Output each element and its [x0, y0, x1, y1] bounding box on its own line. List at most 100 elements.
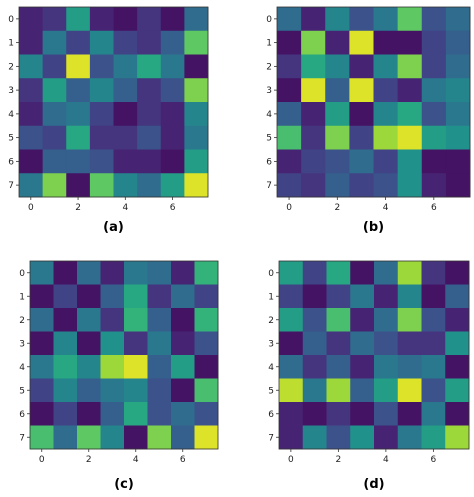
- heatmap-cell-r4-c1: [42, 102, 67, 127]
- heatmap-cell-r4-c5: [137, 102, 162, 127]
- heatmap-cell-r2-c4: [113, 54, 138, 79]
- heatmap-cell-r7-c5: [397, 425, 422, 450]
- heatmap-cell-r1-c3: [89, 30, 114, 55]
- heatmap-cell-r7-c7: [445, 425, 470, 450]
- heatmap-cell-r2-c0: [30, 308, 54, 332]
- heatmap-cell-r2-c4: [373, 54, 399, 79]
- heatmap-cell-r6-c2: [325, 149, 350, 174]
- heatmap-cell-r1-c0: [277, 30, 302, 55]
- heatmap-cell-r5-c1: [302, 378, 327, 403]
- heatmap-cell-r6-c1: [302, 402, 327, 426]
- heatmap-cell-r0-c3: [89, 7, 114, 32]
- y-tick-label: 1: [266, 39, 272, 49]
- heatmap-cell-r2-c1: [302, 308, 327, 332]
- heatmap-cell-r0-c6: [171, 261, 195, 285]
- heatmap-cell-r6-c1: [53, 402, 78, 426]
- y-tick-label: 7: [266, 181, 272, 191]
- y-tick-label: 4: [268, 363, 274, 373]
- heatmap-cell-r4-c4: [373, 102, 399, 127]
- heatmap-cell-r0-c4: [373, 7, 399, 32]
- heatmap-cell-r2-c7: [445, 308, 470, 332]
- x-tick-label: 4: [133, 455, 139, 465]
- heatmap-cell-r7-c7: [184, 173, 209, 198]
- heatmap-cell-r4-c0: [277, 102, 302, 127]
- heatmap-cell-r5-c5: [147, 378, 172, 403]
- heatmap-cell-r1-c7: [184, 30, 209, 55]
- heatmap-cell-r1-c6: [160, 30, 185, 55]
- heatmap-cell-r4-c4: [124, 355, 148, 379]
- heatmap-cell-r1-c3: [350, 284, 375, 309]
- heatmap-cell-r1-c7: [194, 284, 219, 309]
- heatmap-cell-r4-c5: [147, 355, 172, 379]
- heatmap-cell-r7-c2: [326, 425, 351, 450]
- heatmap-cell-r4-c3: [350, 355, 375, 379]
- heatmap-cell-r3-c4: [374, 331, 399, 356]
- y-tick-label: 0: [266, 15, 272, 25]
- heatmap-cell-r6-c0: [19, 149, 44, 174]
- heatmap-cell-r0-c0: [19, 7, 44, 32]
- heatmap-cell-r3-c0: [279, 331, 304, 356]
- heatmap-cell-r7-c5: [397, 173, 423, 198]
- heatmap-cell-r7-c3: [349, 173, 374, 198]
- heatmap-cell-r6-c3: [350, 402, 375, 426]
- heatmap-cell-r5-c4: [374, 378, 399, 403]
- heatmap-cell-r2-c5: [137, 54, 162, 79]
- heatmap-cell-r6-c0: [30, 402, 54, 426]
- heatmap-cell-r0-c6: [160, 7, 185, 32]
- panel-caption: (c): [114, 477, 134, 492]
- heatmap-cell-r1-c1: [302, 284, 327, 309]
- heatmap-cell-r1-c3: [100, 284, 125, 309]
- heatmap-cell-r1-c6: [171, 284, 195, 309]
- heatmap-cell-r4-c0: [279, 355, 304, 379]
- heatmap-cell-r7-c0: [30, 425, 54, 450]
- heatmap-cell-r5-c4: [124, 378, 148, 403]
- heatmap-cell-r0-c7: [445, 261, 470, 285]
- heatmap-panel-c: 0 1 2 3 4 5 6 7 0 2 4 6 (c): [19, 260, 219, 492]
- y-tick-label: 4: [266, 110, 272, 120]
- heatmap-cell-r5-c3: [100, 378, 125, 403]
- heatmap-cell-r1-c4: [374, 284, 399, 309]
- heatmap-cell-r2-c2: [66, 54, 91, 79]
- y-tick-label: 0: [19, 269, 25, 279]
- x-tick-label: 0: [39, 455, 45, 465]
- heatmap-cell-r5-c0: [277, 125, 302, 150]
- heatmap-cell-r0-c5: [137, 7, 162, 32]
- heatmap-cell-r2-c7: [445, 54, 471, 79]
- panel-caption: (d): [363, 477, 384, 492]
- plot-frame: [18, 6, 209, 198]
- heatmap-cell-r5-c6: [160, 125, 185, 150]
- heatmap-cell-r5-c0: [30, 378, 54, 403]
- heatmap-cell-r6-c0: [279, 402, 304, 426]
- heatmap-cell-r6-c5: [397, 149, 423, 174]
- heatmap-cell-r6-c2: [77, 402, 101, 426]
- heatmap-cell-r7-c6: [171, 425, 195, 450]
- heatmap-cell-r4-c5: [397, 102, 423, 127]
- heatmap-cell-r0-c2: [325, 7, 350, 32]
- heatmap-cell-r0-c1: [302, 261, 327, 285]
- heatmap-cell-r0-c2: [77, 261, 101, 285]
- heatmap-cell-r2-c7: [194, 308, 219, 332]
- heatmap-cell-r2-c6: [421, 308, 446, 332]
- x-tick-label: 6: [170, 203, 176, 213]
- heatmap-cell-r4-c0: [19, 102, 44, 127]
- heatmap-cell-r4-c4: [113, 102, 138, 127]
- x-tick-label: 4: [122, 203, 128, 213]
- y-tick-label: 1: [268, 292, 274, 302]
- heatmap-cell-r4-c2: [325, 102, 350, 127]
- y-tick-label: 2: [266, 62, 272, 72]
- heatmap-cell-r4-c5: [397, 355, 422, 379]
- heatmap-cell-r1-c1: [301, 30, 326, 55]
- heatmap-cell-r2-c2: [325, 54, 350, 79]
- heatmap-cell-r3-c2: [326, 331, 351, 356]
- heatmap-cell-r6-c1: [42, 149, 67, 174]
- heatmap-cell-r0-c0: [30, 261, 54, 285]
- heatmap-cell-r5-c5: [137, 125, 162, 150]
- heatmap-cell-r4-c3: [89, 102, 114, 127]
- heatmap-cell-r5-c1: [53, 378, 78, 403]
- heatmap-cell-r3-c0: [30, 331, 54, 356]
- heatmap-cell-r6-c4: [124, 402, 148, 426]
- heatmap-cell-r7-c4: [124, 425, 148, 450]
- heatmap-cell-r0-c3: [100, 261, 125, 285]
- heatmap-cell-r6-c5: [397, 402, 422, 426]
- x-tick-label: 2: [75, 203, 81, 213]
